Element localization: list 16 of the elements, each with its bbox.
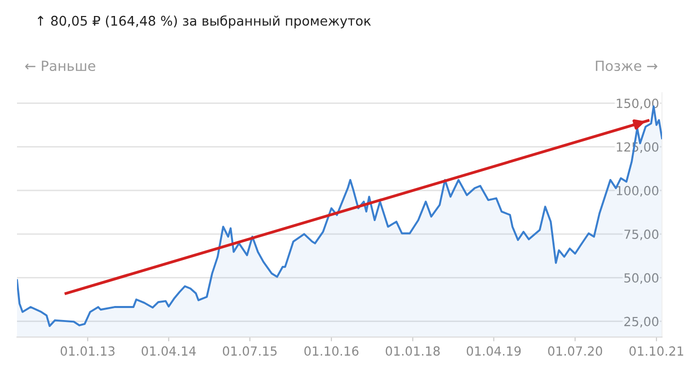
text: ← Раньше [25, 60, 96, 72]
x-tick-label: 01.10.21 [629, 346, 684, 356]
x-tick-label: 01.10.16 [304, 346, 358, 356]
x-tick-label: 01.07.15 [222, 346, 277, 356]
chart-title: ↑ 80,05 ₽ (164,48 %) за выбранный промежуток [38, 15, 371, 28]
x-tick-label: 01.04.19 [466, 346, 521, 356]
y-tick-label: 75,00 [624, 230, 658, 240]
text: Позже → [596, 60, 658, 72]
x-tick-label: 01.04.14 [142, 346, 196, 356]
x-tick-label: 01.01.18 [386, 346, 440, 356]
x-tick-label: 01.07.20 [548, 346, 602, 356]
y-tick-label: 150,00 [616, 98, 658, 110]
y-tick-label: 50,00 [624, 273, 658, 284]
y-tick-label: 100,00 [616, 186, 658, 197]
y-tick-label: 25,00 [624, 316, 658, 328]
x-tick-label: 01.01.13 [60, 346, 115, 356]
